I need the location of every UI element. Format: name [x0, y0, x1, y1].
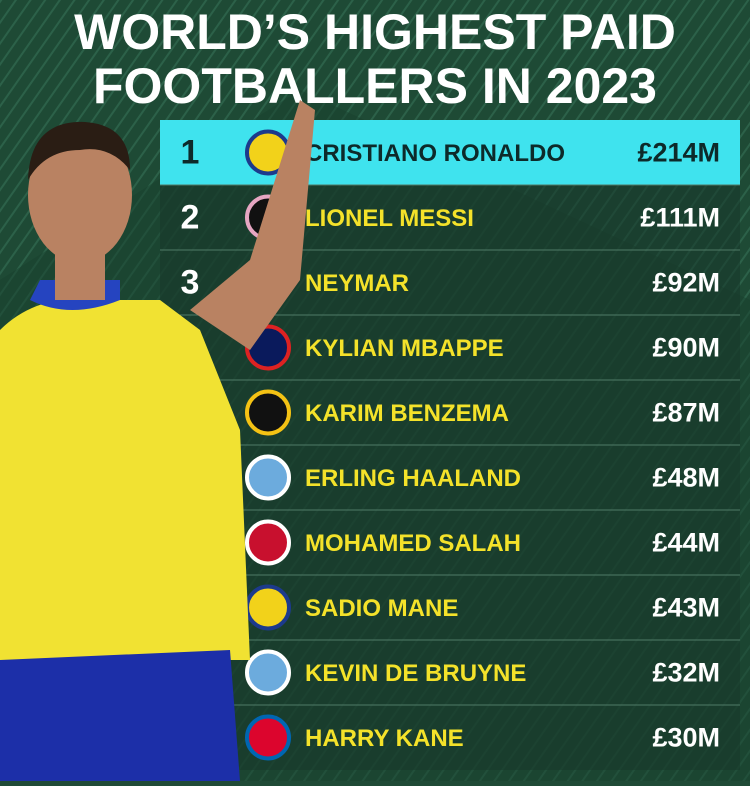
club-logo — [245, 454, 291, 501]
club-logo — [245, 519, 291, 566]
player-figure — [0, 100, 315, 781]
player-name: SADIO MANE — [305, 595, 458, 622]
player-pay: £111M — [640, 203, 720, 233]
player-name: HARRY KANE — [305, 725, 464, 752]
player-name: LIONEL MESSI — [305, 205, 474, 232]
club-logo — [245, 714, 291, 761]
rank: 1 — [181, 133, 200, 171]
title-line: FOOTBALLERS IN 2023 — [93, 58, 657, 114]
player-name: MOHAMED SALAH — [305, 530, 521, 557]
player-pay: £30M — [652, 723, 720, 753]
ranking-table: 1 CRISTIANO RONALDO £214M 2 LIONEL MESSI £111… — [160, 120, 740, 770]
player-pay: £92M — [652, 268, 720, 298]
player-pay: £32M — [652, 658, 720, 688]
player-name: KEVIN DE BRUYNE — [305, 660, 526, 687]
club-logo — [245, 584, 291, 631]
player-pay: £90M — [652, 333, 720, 363]
player-pay: £48M — [652, 463, 720, 493]
title-line: WORLD’S HIGHEST PAID — [74, 4, 676, 60]
player-pay: £44M — [652, 528, 720, 558]
player-name: NEYMAR — [305, 270, 409, 297]
rank: 3 — [181, 263, 200, 301]
player-pay: £214M — [637, 138, 720, 168]
rank: 2 — [181, 198, 200, 236]
player-pay: £87M — [652, 398, 720, 428]
player-name: KYLIAN MBAPPE — [305, 335, 504, 362]
player-name: CRISTIANO RONALDO — [305, 140, 565, 167]
player-name: KARIM BENZEMA — [305, 400, 509, 427]
club-logo — [245, 389, 291, 436]
player-name: ERLING HAALAND — [305, 465, 521, 492]
club-logo — [245, 649, 291, 696]
player-pay: £43M — [652, 593, 720, 623]
